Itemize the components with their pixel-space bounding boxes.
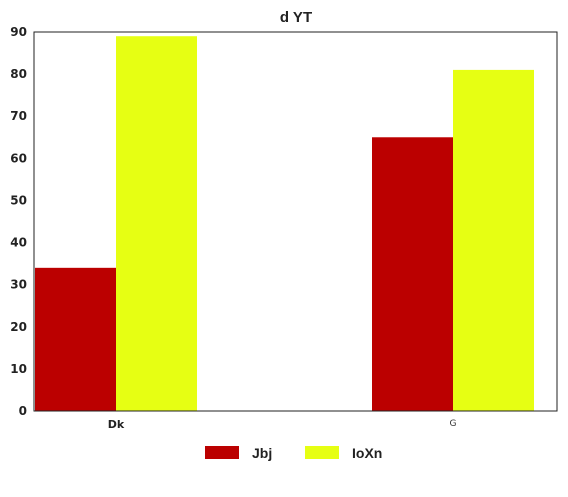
chart-title: d YT (280, 9, 312, 26)
legend-label: IoXn (352, 445, 382, 461)
bar-ioxn-dk (116, 36, 197, 411)
bar-jbj-g (372, 137, 453, 411)
y-tick-label: 30 (10, 278, 27, 292)
y-tick-label: 60 (10, 151, 27, 165)
x-tick-label: Dk (108, 418, 125, 431)
y-axis: 0 10 20 30 40 50 60 70 80 90 (10, 25, 27, 418)
x-tick-label: G (450, 419, 457, 429)
bars-layer (35, 36, 534, 412)
y-tick-label: 70 (10, 109, 27, 123)
bar-jbj-dk (35, 267, 116, 411)
y-tick-label: 50 (10, 193, 27, 207)
plot-frame (33, 31, 558, 412)
x-axis: Dk G (108, 418, 457, 431)
legend-swatch (305, 446, 339, 459)
y-tick-label: 20 (10, 320, 27, 334)
legend-swatch (205, 446, 239, 459)
y-tick-label: 0 (19, 404, 27, 418)
legend: Jbj IoXn (205, 445, 382, 461)
bar-ioxn-g (453, 69, 534, 412)
y-tick-label: 40 (10, 236, 27, 250)
y-tick-label: 90 (10, 25, 27, 39)
y-tick-label: 10 (10, 362, 27, 376)
y-tick-label: 80 (10, 67, 27, 81)
legend-label: Jbj (252, 445, 272, 461)
